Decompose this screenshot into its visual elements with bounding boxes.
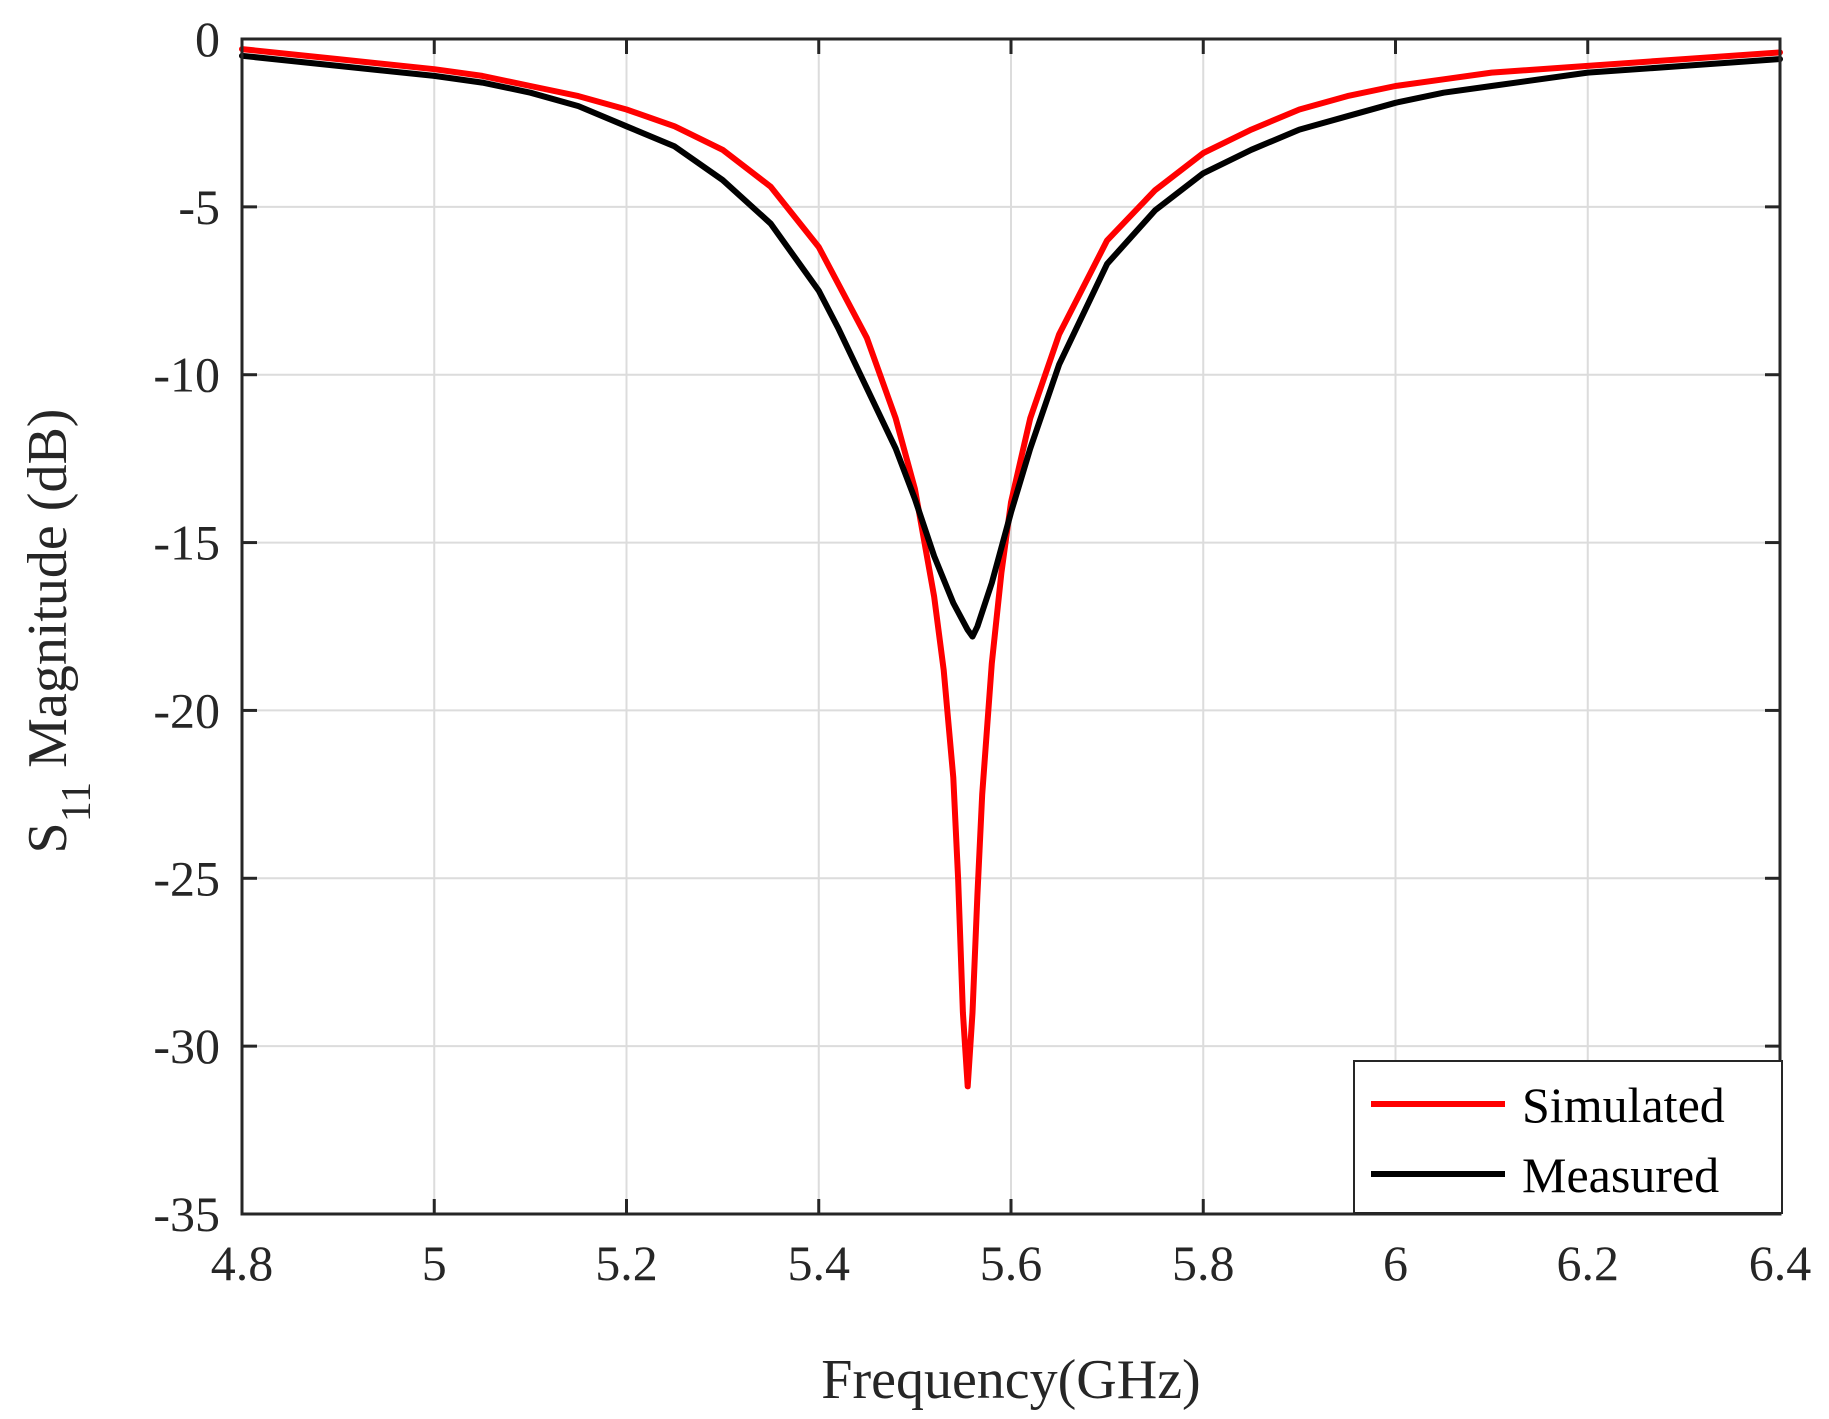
y-tick-label: 0 (195, 11, 220, 67)
y-tick-label: -15 (153, 515, 220, 571)
x-tick-label: 6 (1383, 1235, 1408, 1291)
y-tick-label: -35 (153, 1186, 220, 1242)
grid (242, 39, 1780, 1214)
y-tick-label: -20 (153, 682, 220, 738)
ticks (240, 37, 1782, 1216)
legend-label-simulated: Simulated (1522, 1077, 1725, 1133)
y-axis-title-subscript: 11 (54, 782, 100, 822)
y-axis-title-rest: Magnitude (dB) (17, 409, 79, 782)
tick-labels: 4.8 5 5.2 5.4 5.6 5.8 6 6.2 6.4 0 -5 -10 -15 -20 -25 -3… (153, 11, 1811, 1291)
y-tick-label: -10 (153, 347, 220, 403)
series-layer (239, 46, 1783, 1090)
x-tick-label: 6.2 (1557, 1235, 1620, 1291)
legend: Simulated Measured (1353, 1060, 1783, 1214)
y-axis-title: S11 Magnitude (dB) (17, 409, 100, 854)
x-tick-label: 5.2 (595, 1235, 658, 1291)
x-axis-title: Frequency(GHz) (821, 1349, 1200, 1411)
series-line-measured (239, 52, 1783, 640)
x-tick-label: 4.8 (211, 1235, 274, 1291)
series-line-simulated (239, 46, 1783, 1090)
x-tick-label: 5 (422, 1235, 447, 1291)
x-tick-label: 5.8 (1172, 1235, 1235, 1291)
x-tick-label: 5.4 (788, 1235, 851, 1291)
legend-label-measured: Measured (1522, 1147, 1719, 1203)
x-tick-label: 5.6 (980, 1235, 1043, 1291)
y-tick-label: -25 (153, 850, 220, 906)
y-tick-label: -5 (178, 179, 220, 235)
legend-box (1353, 1060, 1783, 1214)
y-axis-title-main: S (17, 822, 79, 853)
x-tick-label: 6.4 (1749, 1235, 1812, 1291)
y-tick-label: -30 (153, 1018, 220, 1074)
